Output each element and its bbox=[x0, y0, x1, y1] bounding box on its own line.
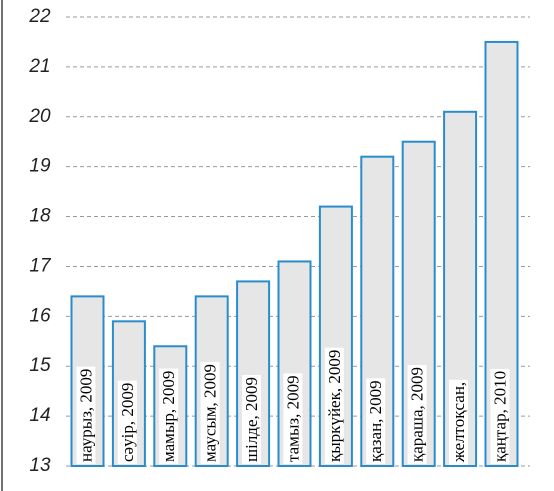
category-label-group: қаңтар, 2010 bbox=[490, 368, 510, 464]
y-tick-label: 15 bbox=[29, 355, 51, 376]
y-tick-label: 16 bbox=[29, 305, 51, 326]
y-tick-label: 18 bbox=[29, 206, 51, 227]
y-tick-label: 19 bbox=[29, 156, 51, 177]
x-tick-label: қыркүйек, 2009 bbox=[325, 350, 344, 462]
label-background bbox=[490, 368, 510, 464]
label-background bbox=[117, 380, 137, 464]
label-background bbox=[366, 378, 386, 464]
category-label-group: сәуір, 2009 bbox=[117, 380, 137, 464]
category-label-group: маусым, 2009 bbox=[200, 361, 220, 464]
label-background bbox=[200, 361, 220, 464]
label-background bbox=[159, 368, 179, 464]
label-background bbox=[407, 365, 427, 464]
y-tick-label: 22 bbox=[28, 6, 51, 27]
category-label-group: тамыз, 2009 bbox=[283, 373, 303, 464]
category-label-group: желтоқсан, bbox=[449, 379, 469, 465]
y-tick-label: 17 bbox=[29, 255, 52, 276]
category-label-group: наурыз, 2009 bbox=[76, 366, 96, 464]
x-tick-label: тамыз, 2009 bbox=[283, 375, 302, 462]
category-label-group: қараша, 2009 bbox=[407, 365, 427, 464]
y-tick-label: 14 bbox=[29, 405, 50, 426]
category-label-group: мамыр, 2009 bbox=[159, 368, 179, 464]
category-label-group: шілде, 2009 bbox=[242, 375, 262, 464]
x-tick-label: мамыр, 2009 bbox=[159, 371, 178, 462]
label-background bbox=[449, 379, 469, 465]
x-tick-label: наурыз, 2009 bbox=[76, 369, 95, 462]
category-label-group: қазан, 2009 bbox=[366, 378, 386, 464]
label-background bbox=[76, 366, 96, 464]
y-tick-label: 21 bbox=[28, 56, 50, 77]
x-tick-label: желтоқсан, bbox=[449, 382, 468, 463]
x-tick-label: қазан, 2009 bbox=[366, 380, 385, 462]
y-tick-label: 13 bbox=[29, 455, 51, 476]
label-background bbox=[324, 347, 344, 464]
x-tick-label: шілде, 2009 bbox=[242, 377, 261, 462]
x-tick-label: қараша, 2009 bbox=[408, 367, 427, 462]
x-tick-label: қаңтар, 2010 bbox=[490, 371, 509, 462]
x-tick-label: сәуір, 2009 bbox=[118, 383, 137, 462]
category-label-group: қыркүйек, 2009 bbox=[324, 347, 344, 464]
y-tick-label: 20 bbox=[28, 106, 51, 127]
x-tick-label: маусым, 2009 bbox=[201, 364, 220, 462]
label-background bbox=[242, 375, 262, 464]
label-background bbox=[283, 373, 303, 464]
